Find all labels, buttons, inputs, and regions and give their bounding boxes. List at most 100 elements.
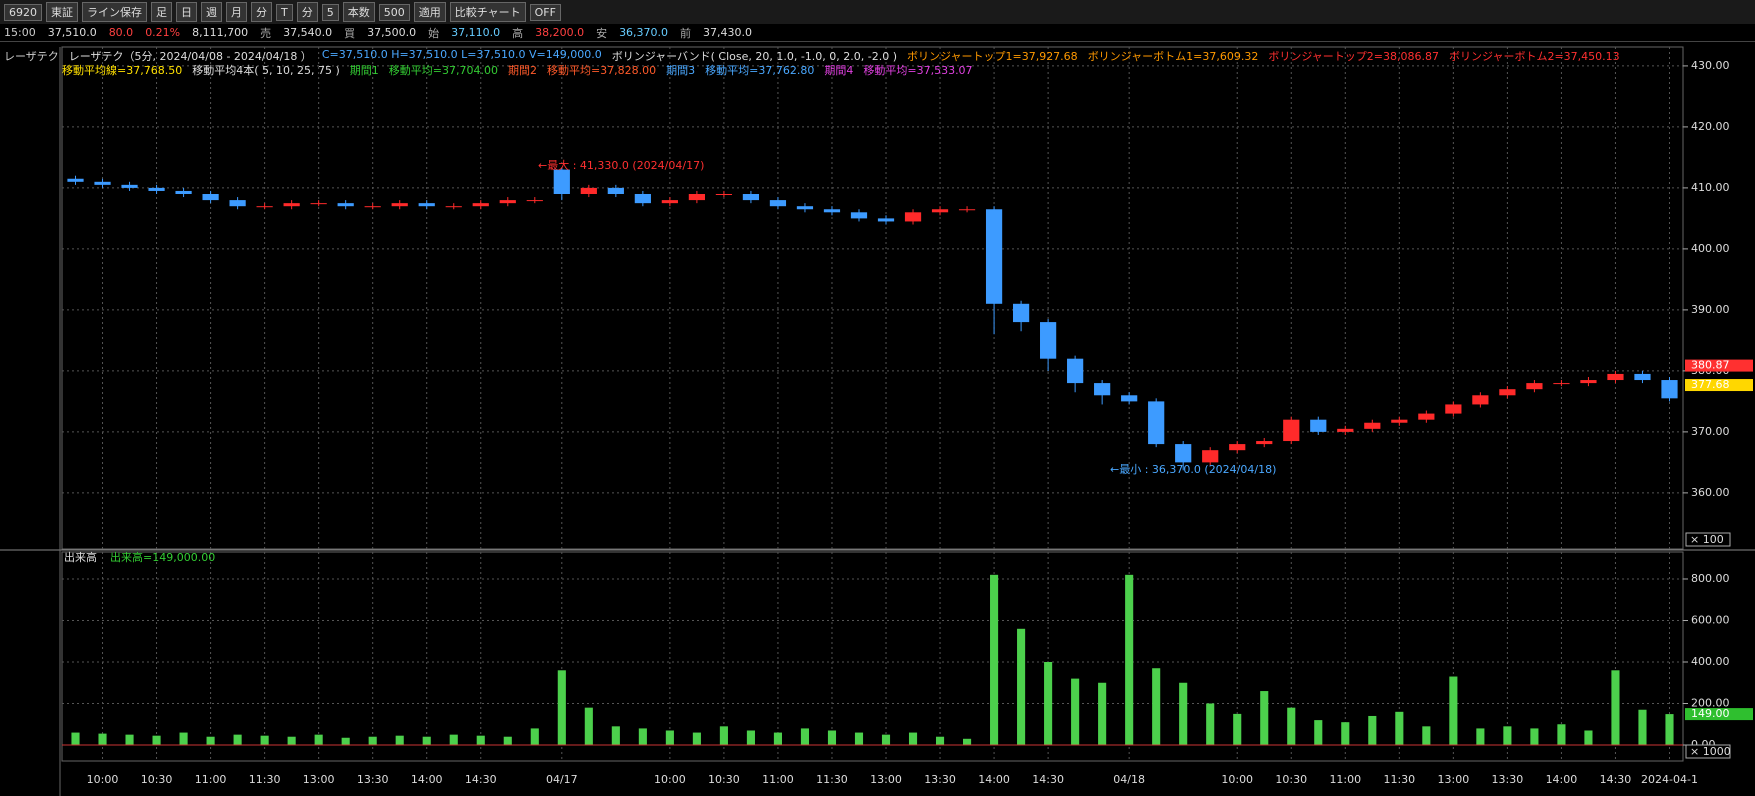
legend-item: 移動平均=37,762.80 xyxy=(705,64,815,77)
x-tick-label: 14:30 xyxy=(1600,773,1632,786)
volume-bar xyxy=(1368,715,1377,746)
volume-bar xyxy=(314,734,323,746)
candle-body xyxy=(1445,404,1462,414)
candle-body xyxy=(688,194,705,201)
candle-body xyxy=(1580,380,1597,384)
toolbar-button[interactable]: 分 xyxy=(251,2,272,22)
candle-body xyxy=(418,203,435,207)
volume-bar xyxy=(1233,713,1242,746)
toolbar-button[interactable]: 本数 xyxy=(342,2,375,22)
toolbar-button[interactable]: 適用 xyxy=(413,2,446,22)
legend-item: 移動平均=37,533.07 xyxy=(863,64,973,77)
candle-body xyxy=(526,200,543,202)
quote-field: 37,510.0 xyxy=(47,26,97,39)
scale-note-box xyxy=(1685,744,1731,759)
toolbar-button[interactable]: 比較チャート xyxy=(449,2,526,22)
toolbar-button[interactable]: 5 xyxy=(321,3,339,21)
volume-bar xyxy=(1665,714,1674,746)
candle-body xyxy=(877,218,895,222)
toolbar-button[interactable]: ライン保存 xyxy=(82,2,147,22)
x-tick-label: 10:30 xyxy=(1275,773,1307,786)
volume-bar xyxy=(125,734,134,746)
candle-body xyxy=(1607,373,1624,381)
toolbar-button[interactable]: 500 xyxy=(378,3,410,21)
legend-item: C=37,510.0 H=37,510.0 L=37,510.0 V=149,0… xyxy=(321,48,602,61)
volume-bar xyxy=(98,733,107,746)
toolbar-button[interactable]: 東証 xyxy=(46,2,78,22)
candle-body xyxy=(391,203,408,207)
candle-body xyxy=(580,187,597,195)
x-tick-label: 14:00 xyxy=(411,773,443,786)
volume-bar xyxy=(800,728,810,746)
toolbar: 6920 東証 ライン保存足日週月分 T 分 5 本数 500 適用 比較チャート OFF xyxy=(0,0,1755,24)
toolbar-button[interactable]: 6920 xyxy=(4,3,42,21)
candle-body xyxy=(1094,383,1111,396)
volume-bar xyxy=(260,735,269,746)
price-marker xyxy=(1685,379,1753,392)
candle-body xyxy=(1310,419,1327,432)
volume-bar xyxy=(1206,703,1215,746)
toolbar-button[interactable]: 分 xyxy=(296,2,318,22)
candle-body xyxy=(634,194,651,204)
candle-body xyxy=(337,203,354,207)
volume-bar xyxy=(1071,678,1080,746)
y-tick-label: 430.00 xyxy=(1691,59,1730,72)
candle-body xyxy=(850,212,868,219)
volume-bar xyxy=(71,732,80,746)
candle-body xyxy=(1391,419,1408,423)
toolbar-button[interactable]: OFF xyxy=(529,3,561,21)
x-tick-label: 04/18 xyxy=(1113,773,1145,786)
legend-item: 移動平均線=37,768.50 xyxy=(62,64,183,77)
volume-bar xyxy=(1449,676,1458,746)
volume-subtitle: 出来高=149,000.00 xyxy=(110,550,215,564)
volume-bar xyxy=(719,726,728,746)
toolbar-button[interactable]: T xyxy=(276,3,293,21)
x-tick-label: 10:00 xyxy=(1221,773,1253,786)
quote-field: 37,430.0 xyxy=(703,26,753,39)
quote-field: 38,200.0 xyxy=(535,26,585,39)
volume-bar xyxy=(611,726,620,746)
volume-bar xyxy=(935,736,945,746)
price-marker-label: 149.00 xyxy=(1691,707,1730,720)
price-marker-label: 380.87 xyxy=(1691,359,1730,372)
quote-field: 8,111,700 xyxy=(192,26,249,39)
quote-field: 15:00 xyxy=(4,26,36,39)
volume-bar xyxy=(1530,728,1539,746)
volume-bar xyxy=(449,734,458,746)
volume-bar xyxy=(854,732,864,746)
volume-bar xyxy=(746,730,755,746)
scale-note-box xyxy=(1685,532,1731,547)
volume-bar xyxy=(1341,722,1350,746)
candle-body xyxy=(769,200,787,207)
candle-body xyxy=(1067,358,1084,384)
candle-body xyxy=(175,190,192,195)
volume-bar xyxy=(341,737,350,746)
toolbar-button[interactable]: 日 xyxy=(176,2,197,22)
x-tick-label: 2024-04-1 xyxy=(1641,773,1698,786)
volume-bar xyxy=(1557,724,1566,746)
volume-bar xyxy=(584,707,593,746)
candle-body xyxy=(148,187,165,191)
x-tick-label: 14:30 xyxy=(1032,773,1064,786)
candle-body xyxy=(202,194,219,201)
toolbar-button[interactable]: 足 xyxy=(151,2,172,22)
x-tick-label: 11:30 xyxy=(816,773,848,786)
toolbar-button[interactable]: 週 xyxy=(201,2,222,22)
volume-bar xyxy=(1584,730,1593,746)
toolbar-button[interactable]: 月 xyxy=(226,2,247,22)
legend-item: ボリンジャーボトム2=37,450.13 xyxy=(1449,50,1620,63)
chart: 10:00 10:30 11:00 11:30 13:00 13:30 14:00 14:30… xyxy=(0,46,1755,796)
candle-body xyxy=(823,209,841,213)
annotation: ←最大 : 41,330.0 (2024/04/17) xyxy=(538,158,704,172)
scale-note: × 1000 xyxy=(1690,745,1731,758)
volume-bar xyxy=(1044,662,1053,746)
candle-body xyxy=(1499,389,1516,396)
volume-title: 出来高 xyxy=(64,550,97,564)
candle-body xyxy=(256,206,273,208)
legend-item: 期間1 xyxy=(349,64,379,77)
x-tick-label: 13:30 xyxy=(1492,773,1524,786)
candle-body xyxy=(1418,413,1435,420)
x-tick-label: 10:30 xyxy=(141,773,173,786)
volume-bar xyxy=(881,734,891,746)
